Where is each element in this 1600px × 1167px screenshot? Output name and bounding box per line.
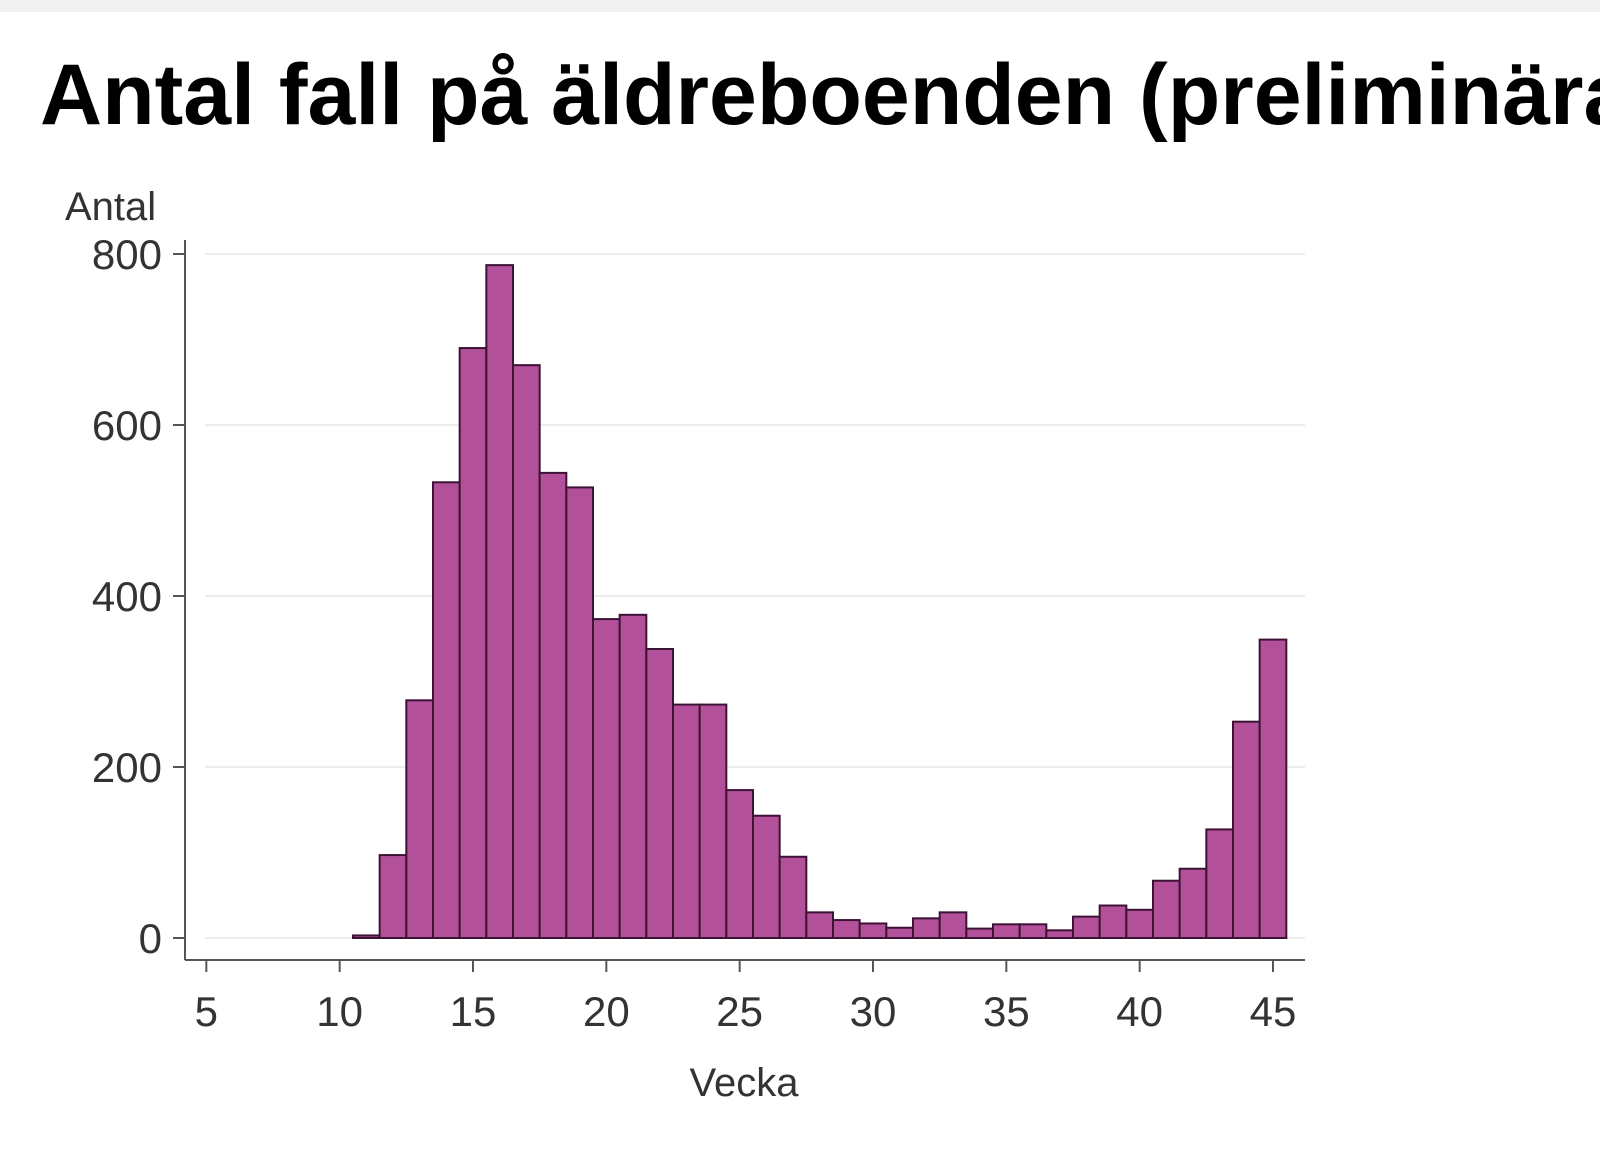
- bar-week-16: [485, 264, 515, 939]
- y-tick-label-600: 600: [92, 402, 162, 449]
- bar-week-36: [1018, 923, 1048, 940]
- x-tick-label-20: 20: [583, 988, 630, 1035]
- bar-week-38: [1072, 915, 1101, 939]
- bar-week-11: [352, 934, 381, 939]
- bar-week-21: [618, 613, 648, 939]
- bar-week-34: [965, 927, 994, 939]
- bar-week-12: [378, 854, 408, 939]
- bar-week-15: [458, 347, 488, 939]
- bar-week-27: [778, 855, 808, 940]
- x-tick-label-45: 45: [1250, 988, 1297, 1035]
- bar-week-18: [538, 471, 568, 939]
- x-tick-label-35: 35: [983, 988, 1030, 1035]
- x-tick-label-15: 15: [450, 988, 497, 1035]
- bar-week-41: [1152, 879, 1181, 940]
- bar-week-40: [1125, 908, 1155, 939]
- y-tick-label-200: 200: [92, 744, 162, 791]
- bar-week-20: [592, 618, 621, 940]
- bar-week-33: [938, 911, 968, 939]
- bar-week-17: [512, 364, 541, 939]
- x-axis-label: Vecka: [690, 1061, 800, 1105]
- bar-week-37: [1045, 929, 1075, 939]
- x-tick-label-30: 30: [850, 988, 897, 1035]
- y-axis-label: Antal: [65, 185, 156, 229]
- bar-week-14: [432, 481, 461, 939]
- bar-week-45: [1258, 638, 1288, 939]
- bar-week-32: [912, 917, 941, 940]
- x-tick-label-25: 25: [716, 988, 763, 1035]
- x-tick-label-40: 40: [1116, 988, 1163, 1035]
- bar-week-29: [832, 919, 861, 939]
- bar-week-44: [1232, 720, 1261, 939]
- axes: 0 200 400 600 800 5 10 15 20 25 30 35 40 45: [92, 231, 1305, 1035]
- page-title: Antal fall på äldreboenden (preliminära: [40, 47, 1600, 143]
- bar-week-13: [405, 699, 435, 939]
- bar-week-30: [858, 922, 888, 940]
- x-tick-label-5: 5: [195, 988, 218, 1035]
- y-tick-label-0: 0: [139, 915, 162, 962]
- bar-week-39: [1098, 904, 1128, 940]
- y-tick-label-800: 800: [92, 231, 162, 278]
- bar-week-19: [565, 486, 594, 939]
- y-tick-label-400: 400: [92, 573, 162, 620]
- bar-week-35: [992, 923, 1021, 940]
- bar-week-43: [1205, 828, 1235, 939]
- x-tick-label-10: 10: [316, 988, 363, 1035]
- bar-week-24: [698, 703, 728, 940]
- bar-week-42: [1178, 867, 1208, 939]
- top-strip: [0, 0, 1600, 12]
- bar-week-25: [725, 789, 754, 940]
- bar-week-23: [672, 703, 701, 940]
- bar-week-26: [752, 814, 781, 939]
- bar-week-31: [885, 926, 914, 939]
- bar-week-28: [805, 911, 834, 939]
- bar-week-22: [645, 648, 674, 939]
- bars: [352, 264, 1288, 940]
